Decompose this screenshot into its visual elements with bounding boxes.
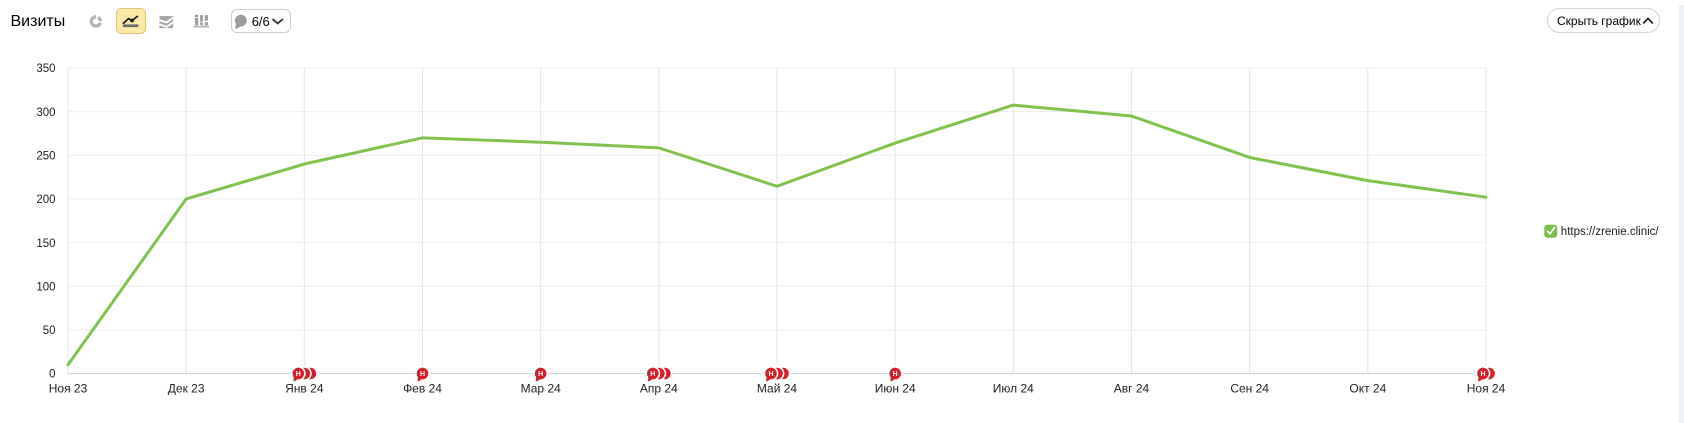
- svg-text:Н: Н: [768, 371, 773, 378]
- svg-text:Н: Н: [893, 371, 898, 378]
- svg-text:Июн 24: Июн 24: [875, 382, 916, 396]
- svg-text:200: 200: [36, 194, 55, 206]
- svg-text:Фев 24: Фев 24: [403, 382, 442, 396]
- svg-text:150: 150: [36, 238, 55, 250]
- svg-text:Дек 23: Дек 23: [168, 382, 205, 396]
- svg-text:Ноя 23: Ноя 23: [49, 382, 88, 396]
- svg-text:Н: Н: [1480, 371, 1485, 378]
- svg-text:Н: Н: [538, 371, 543, 378]
- svg-text:Н: Н: [296, 371, 301, 378]
- svg-text:100: 100: [36, 281, 55, 293]
- svg-text:350: 350: [36, 63, 55, 75]
- svg-text:Июл 24: Июл 24: [993, 382, 1034, 396]
- svg-text:50: 50: [43, 325, 56, 337]
- svg-text:Ноя 24: Ноя 24: [1467, 382, 1506, 396]
- svg-text:Мар 24: Мар 24: [521, 382, 561, 396]
- svg-text:Сен 24: Сен 24: [1230, 382, 1269, 396]
- svg-text:Май 24: Май 24: [757, 382, 798, 396]
- svg-text:250: 250: [36, 150, 55, 162]
- svg-text:Н: Н: [420, 371, 425, 378]
- svg-text:0: 0: [49, 369, 55, 381]
- svg-text:Авг 24: Авг 24: [1114, 382, 1150, 396]
- svg-text:Янв 24: Янв 24: [285, 382, 324, 396]
- svg-text:Апр 24: Апр 24: [640, 382, 678, 396]
- svg-text:300: 300: [36, 107, 55, 119]
- svg-text:Н: Н: [650, 371, 655, 378]
- svg-text:Окт 24: Окт 24: [1349, 382, 1386, 396]
